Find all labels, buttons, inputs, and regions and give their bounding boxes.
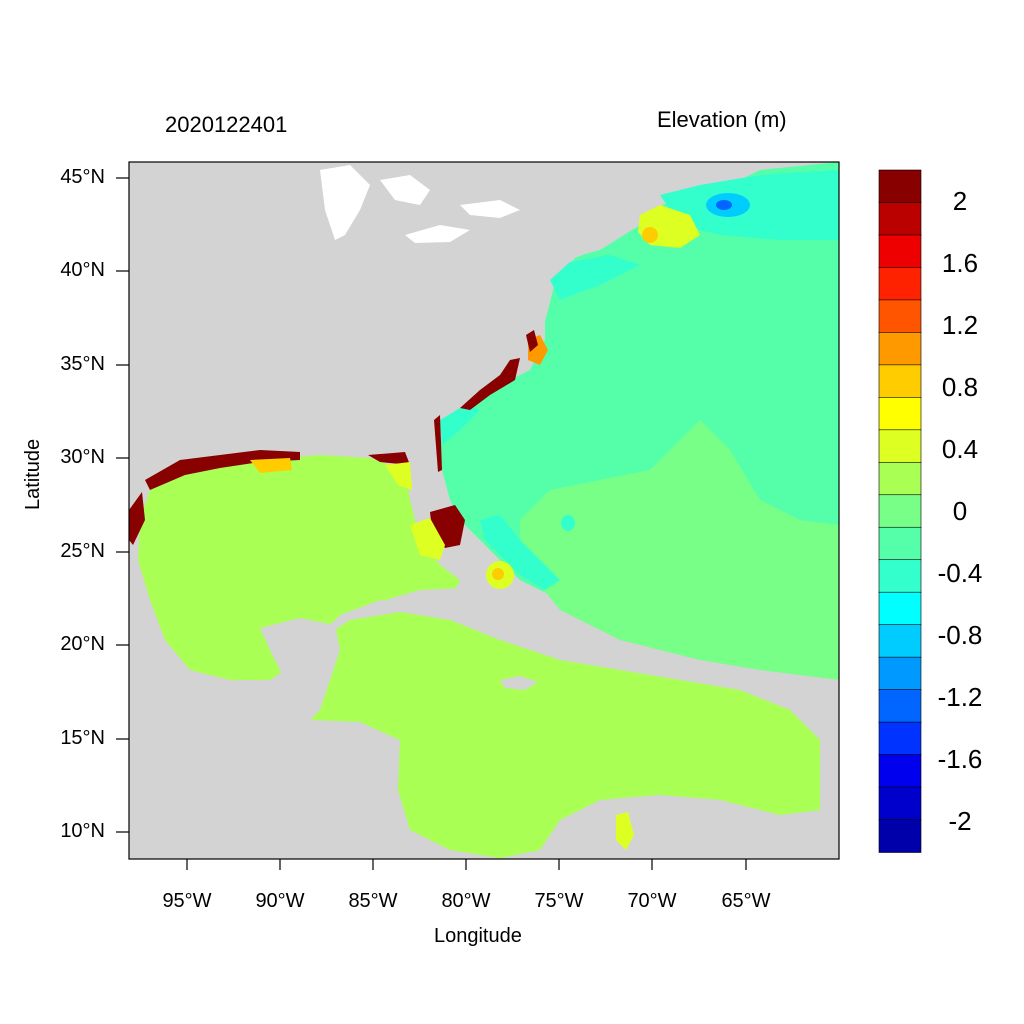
colorbar-swatch <box>878 494 922 529</box>
y-tick-label: 25°N <box>60 540 105 562</box>
x-tick-label: 85°W <box>348 890 398 912</box>
puerto-rico-land <box>705 675 740 684</box>
colorbar-label: 1.2 <box>941 310 979 340</box>
cuba-land <box>385 588 585 645</box>
colorbar-swatch <box>878 656 922 691</box>
colorbar-swatch <box>878 559 922 593</box>
x-tick-label: 70°W <box>627 890 677 912</box>
florida-east-red <box>434 415 442 472</box>
colorbar-swatch <box>878 267 922 301</box>
y-tick-label: 45°N <box>60 166 105 188</box>
x-axis-label: Longitude <box>434 925 522 947</box>
colorbar-swatch <box>878 234 922 269</box>
colorbar-swatch <box>878 526 922 561</box>
atlantic-south-band <box>520 420 839 680</box>
bahamas-shoal <box>561 515 575 531</box>
colorbar-swatch <box>878 299 922 334</box>
carolina-surge-core <box>526 330 538 352</box>
bay-of-fundy-lowest <box>716 200 732 210</box>
texas-coast-red <box>129 492 145 545</box>
colorbar-swatch <box>878 202 922 236</box>
caribbean-sea <box>312 612 820 858</box>
great-lakes <box>320 165 520 243</box>
colorbar-label: -1.2 <box>937 682 983 712</box>
colorbar-label: 2 <box>952 186 968 216</box>
colorbar-swatch <box>878 429 922 464</box>
louisiana-yellow <box>250 458 292 473</box>
colorbar-label: 0.8 <box>941 372 979 402</box>
y-tick-label: 20°N <box>60 633 105 655</box>
colorbar-label: -0.8 <box>937 620 983 650</box>
x-tick-label: 75°W <box>534 890 584 912</box>
colorbar-swatch <box>878 624 922 658</box>
colorbar-label: -1.6 <box>937 744 983 774</box>
colorbar <box>878 169 922 853</box>
x-tick-label: 80°W <box>441 890 491 912</box>
south-america-land <box>540 795 839 859</box>
lake-maracaibo <box>616 812 634 850</box>
mid-atlantic-cyan <box>550 255 640 300</box>
variable-title: Elevation (m) <box>657 107 787 132</box>
big-bend-red <box>368 452 410 465</box>
big-bend-yellow <box>385 462 412 490</box>
us-land <box>129 162 760 525</box>
yucatan-land <box>260 618 340 720</box>
carolina-coast-red <box>460 358 520 410</box>
colorbar-swatch <box>878 689 922 723</box>
y-tick-label: 15°N <box>60 727 105 749</box>
colorbar-label: 0 <box>952 496 968 526</box>
bahamas-shallow <box>480 515 560 590</box>
colorbar-swatch <box>878 786 922 821</box>
x-tick-label: 90°W <box>255 890 305 912</box>
hispaniola-land <box>590 645 680 672</box>
georgia-bight-cyan <box>440 405 480 445</box>
florida-west-yellow <box>410 518 445 560</box>
colorbar-swatch <box>878 364 922 399</box>
cape-cod-surge <box>642 227 658 243</box>
timestamp-title: 2020122401 <box>165 112 288 137</box>
colorbar-swatch <box>878 721 922 756</box>
map-plot-area <box>129 162 839 859</box>
colorbar-label: 1.6 <box>941 248 979 278</box>
colorbar-swatch <box>878 461 922 496</box>
plot-frame <box>128 161 840 860</box>
x-tick-label: 65°W <box>721 890 771 912</box>
x-tick-label: 95°W <box>162 890 212 912</box>
y-tick-label: 40°N <box>60 259 105 281</box>
jamaica-land <box>500 676 538 690</box>
colorbar-swatch <box>878 591 922 626</box>
colorbar-swatch <box>878 754 922 788</box>
y-tick-label: 30°N <box>60 446 105 468</box>
central-america-land <box>129 720 430 859</box>
y-tick-label: 35°N <box>60 353 105 375</box>
colorbar-swatch <box>878 169 922 204</box>
colorbar-swatch <box>878 819 922 853</box>
colorbar-swatch <box>878 397 922 431</box>
colorbar-label: 0.4 <box>941 434 979 464</box>
gulf-of-mexico <box>138 455 460 680</box>
colorbar-label: -0.4 <box>937 558 983 588</box>
y-tick-label: 10°N <box>60 820 105 842</box>
colorbar-swatch <box>878 332 922 366</box>
axis-ticks <box>116 177 747 870</box>
bahamas-surge-core <box>492 568 504 580</box>
colorbar-label: -2 <box>948 806 972 836</box>
